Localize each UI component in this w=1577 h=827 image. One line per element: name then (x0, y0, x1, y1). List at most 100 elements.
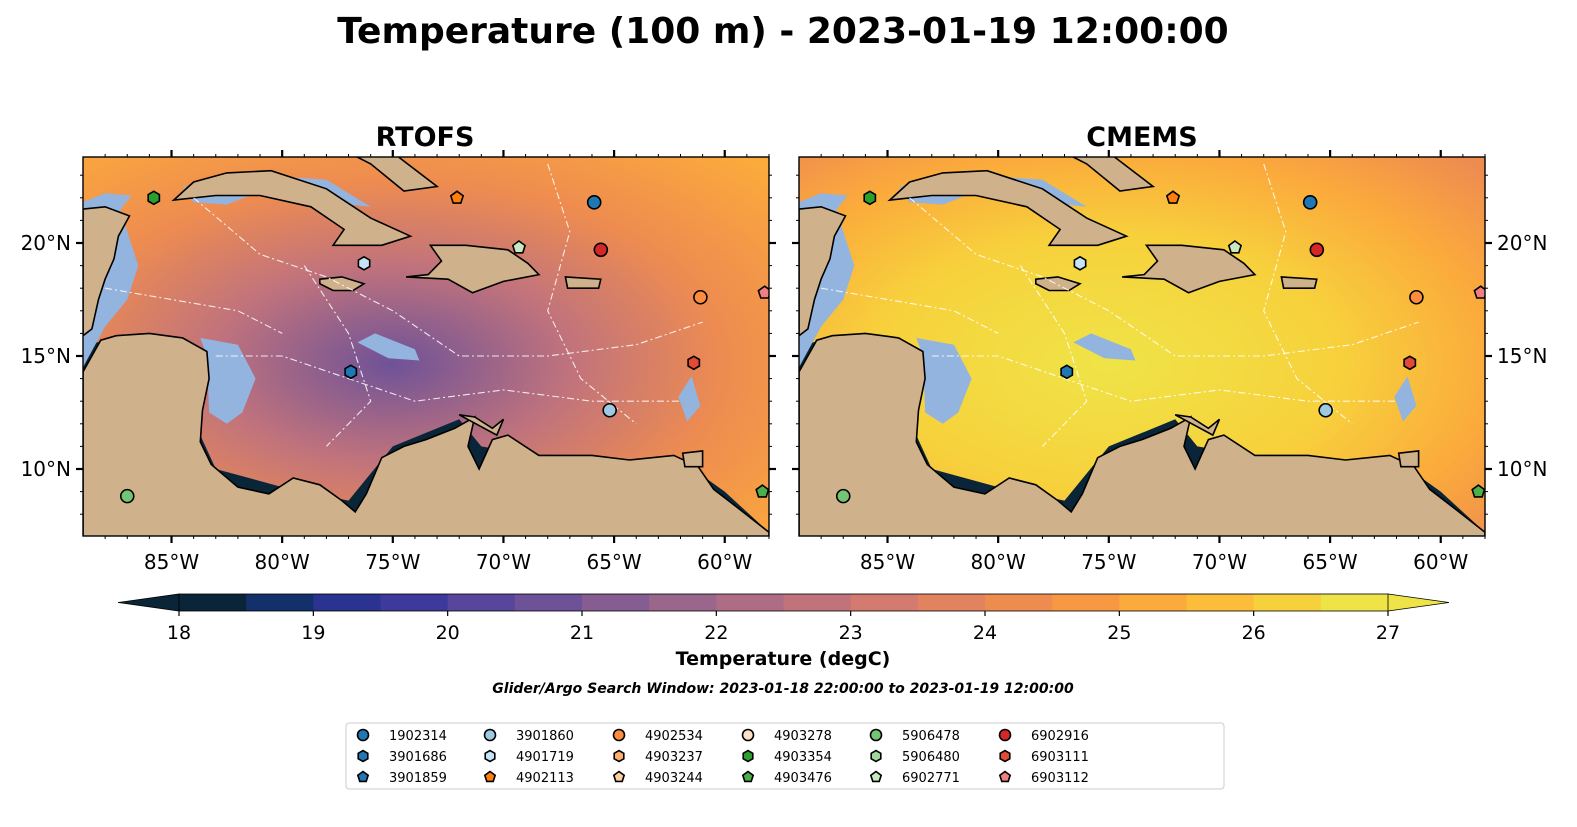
panel-title-rtofs: RTOFS (376, 122, 475, 153)
land-bahamas (1071, 157, 1156, 192)
float-marker-6903111 (1403, 355, 1417, 371)
land-yucatan (83, 205, 131, 337)
legend-label-6902916: 6902916 (1031, 729, 1089, 744)
lat-tick-label: 10°N (21, 457, 71, 481)
eez-boundary (105, 287, 283, 334)
legend-label-4903244: 4903244 (645, 771, 703, 786)
colorbar-segment (783, 594, 852, 611)
legend-label-5906480: 5906480 (902, 750, 960, 765)
colorbar-segment (1320, 594, 1389, 611)
float-marker-4903354 (863, 190, 877, 206)
float-marker-4901719 (357, 255, 371, 271)
colorbar-segment (1253, 594, 1322, 611)
legend-label-1902314: 1902314 (389, 729, 447, 744)
land-yucatan (799, 205, 847, 337)
eez-boundary (1263, 163, 1353, 425)
legend-marker-4903278 (741, 728, 755, 742)
float-marker-4903476 (755, 484, 769, 498)
eez-boundary (215, 355, 681, 402)
colorbar-tick-label: 18 (167, 622, 191, 644)
float-marker-6902771 (511, 240, 527, 254)
eez-boundary (547, 163, 637, 425)
legend-label-4902113: 4902113 (516, 771, 574, 786)
float-marker-3901686 (1060, 364, 1074, 380)
legend-label-4902534: 4902534 (645, 729, 703, 744)
legend-label-4903476: 4903476 (774, 771, 832, 786)
map-frame (798, 156, 1486, 537)
shelf-area (357, 333, 420, 361)
lat-tick-label: 20°N (21, 231, 71, 255)
eez-boundary (909, 197, 1419, 357)
colorbar-segment (1052, 594, 1120, 611)
legend-marker-4903476 (741, 770, 755, 783)
search-window-note: Glider/Argo Search Window: 2023-01-18 22… (492, 681, 1074, 697)
float-marker-4902113 (1165, 190, 1181, 204)
land-trinidad (1397, 450, 1420, 468)
legend-label-5906478: 5906478 (902, 729, 960, 744)
land-puerto-rico (1280, 276, 1318, 289)
lon-tick-label: 70°W (1192, 550, 1247, 574)
float-marker-3901860 (1318, 402, 1333, 418)
lon-tick-label: 80°W (971, 550, 1026, 574)
float-marker-4902534 (1409, 289, 1424, 305)
colorbar-segment (985, 594, 1053, 611)
lat-tick-label: 10°N (1497, 457, 1547, 481)
lon-tick-label: 60°W (697, 550, 752, 574)
colorbar-extend-max (1387, 593, 1450, 612)
float-marker-4902534 (693, 289, 708, 305)
float-marker-6902771 (1227, 240, 1243, 254)
land-cuba (171, 169, 413, 247)
land-south-america-n (458, 414, 505, 437)
map-frame (82, 156, 770, 537)
colorbar-segment (917, 594, 986, 611)
land-bahamas (355, 157, 440, 192)
float-marker-3901860 (602, 402, 617, 418)
shelf-area (200, 337, 256, 424)
colorbar-segment (1186, 594, 1255, 611)
colorbar-tick-label: 26 (1242, 622, 1266, 644)
lon-tick-label: 60°W (1413, 550, 1468, 574)
legend-label-3901860: 3901860 (516, 729, 574, 744)
legend-marker-4903354 (742, 749, 754, 763)
float-marker-4903354 (147, 190, 161, 206)
land-hispaniola (1122, 244, 1257, 294)
map-panel-cmems: 85°W 80°W 75°W 70°W 65°W 60°W 20°N 15°N 10°N (792, 150, 1547, 574)
eez-boundary (931, 355, 1397, 402)
colorbar: 18 19 20 21 22 23 24 25 26 27 (117, 593, 1450, 644)
legend-marker-6903111 (999, 749, 1011, 763)
lon-tick-label: 80°W (255, 550, 310, 574)
legend-marker-5906478 (869, 728, 883, 742)
eez-boundary (1019, 265, 1088, 447)
land-south-america-n (1174, 414, 1221, 437)
colorbar-segment (649, 594, 717, 611)
legend-marker-1902314 (356, 728, 370, 742)
colorbar-outline (178, 593, 1389, 612)
colorbar-segment (313, 594, 381, 611)
float-marker-6902916 (1309, 242, 1325, 258)
lon-tick-label: 70°W (476, 550, 531, 574)
legend-marker-6903112 (998, 770, 1012, 783)
legend-label-3901686: 3901686 (389, 750, 447, 765)
float-marker-5906478 (835, 488, 851, 504)
colorbar-segment (514, 594, 583, 611)
float-marker-6903112 (757, 285, 769, 299)
lat-tick-label: 20°N (1497, 231, 1547, 255)
map-content (83, 157, 769, 536)
legend-label-6902771: 6902771 (902, 771, 960, 786)
colorbar-segment (246, 594, 314, 611)
colorbar-tick-label: 22 (704, 622, 728, 644)
legend-label-4901719: 4901719 (516, 750, 574, 765)
colorbar-tick-label: 25 (1107, 622, 1131, 644)
float-marker-1902314 (1302, 195, 1318, 210)
legend-marker-4901719 (484, 749, 496, 763)
land-jamaica (319, 276, 366, 292)
land-hispaniola (406, 244, 541, 294)
legend-label-4903278: 4903278 (774, 729, 832, 744)
legend-label-4903354: 4903354 (774, 750, 832, 765)
legend-marker-3901860 (483, 728, 497, 742)
colorbar-segment (582, 594, 650, 611)
land-trinidad (681, 450, 704, 468)
float-marker-6902916 (593, 242, 609, 258)
float-marker-4902113 (449, 190, 465, 204)
